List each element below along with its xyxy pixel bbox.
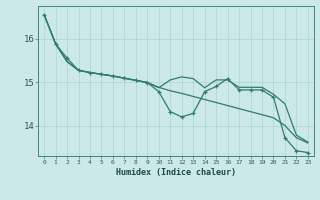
X-axis label: Humidex (Indice chaleur): Humidex (Indice chaleur) [116, 168, 236, 177]
